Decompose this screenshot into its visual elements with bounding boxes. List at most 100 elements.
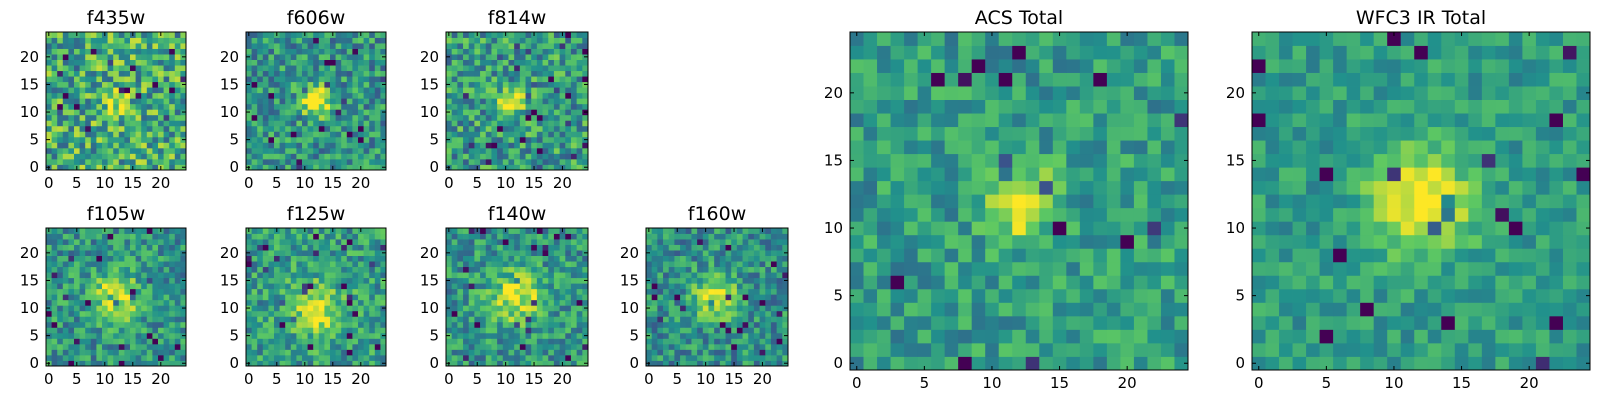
heatmap-cell	[318, 158, 325, 165]
heatmap-cell	[485, 310, 492, 317]
heatmap-cell	[719, 360, 726, 367]
heatmap-cell	[251, 120, 258, 127]
heatmap-cell	[130, 114, 136, 121]
heatmap-cell	[279, 250, 286, 256]
heatmap-cell	[525, 164, 532, 171]
heatmap-cell	[369, 327, 376, 334]
heatmap-cell	[519, 158, 526, 165]
heatmap-cell	[124, 294, 131, 301]
heatmap-cell	[576, 131, 583, 138]
heatmap-cell	[163, 153, 170, 160]
heatmap-cell	[330, 354, 336, 361]
heatmap-cell	[290, 103, 297, 110]
heatmap-cell	[748, 321, 755, 328]
heatmap-cell	[135, 114, 142, 121]
heatmap-cell	[130, 354, 136, 361]
heatmap-cell	[480, 349, 487, 356]
heatmap-cell	[169, 283, 176, 290]
heatmap-cell	[118, 164, 125, 171]
heatmap-cell	[90, 354, 97, 361]
heatmap-cell	[502, 266, 509, 273]
heatmap-cell	[380, 114, 387, 121]
heatmap-cell	[363, 360, 370, 367]
heatmap-cell	[451, 316, 458, 323]
heatmap-cell	[559, 310, 566, 317]
heatmap-cell	[118, 360, 125, 367]
heatmap-cell	[257, 283, 264, 290]
heatmap-cell	[268, 114, 275, 121]
heatmap-cell	[1066, 180, 1081, 195]
heatmap-cell	[497, 266, 504, 273]
heatmap-cell	[548, 92, 555, 99]
heatmap-cell	[46, 103, 52, 110]
heatmap-cell	[79, 272, 86, 279]
heatmap-cell	[719, 338, 726, 345]
heatmap-cell	[79, 158, 86, 165]
heatmap-cell	[714, 239, 721, 245]
heatmap-cell	[514, 239, 521, 245]
heatmap-cell	[1066, 315, 1081, 330]
heatmap-cell	[1025, 315, 1040, 330]
heatmap-cell	[163, 87, 170, 94]
heatmap-cell	[548, 142, 555, 149]
heatmap-cell	[324, 354, 331, 361]
heatmap-cell	[1012, 221, 1027, 236]
heatmap-cell	[146, 136, 153, 143]
heatmap-cell	[714, 261, 721, 268]
heatmap-cell	[582, 92, 589, 99]
heatmap-cell	[525, 349, 532, 356]
heatmap-cell	[582, 70, 589, 77]
heatmap-cell	[174, 288, 181, 295]
x-tick-label: 20	[351, 370, 370, 388]
heatmap-cell	[559, 103, 566, 110]
heatmap-cell	[646, 354, 653, 361]
heatmap-cell	[290, 98, 297, 105]
heatmap-cell	[548, 244, 555, 251]
heatmap-cell	[731, 233, 738, 240]
heatmap-cell	[1066, 288, 1081, 303]
heatmap-cell	[107, 277, 114, 284]
heatmap-cell	[152, 354, 159, 361]
heatmap-cell	[1079, 261, 1094, 276]
heatmap-cell	[508, 354, 515, 361]
heatmap-cell	[548, 109, 555, 116]
heatmap-cell	[457, 125, 464, 132]
heatmap-cell	[341, 228, 348, 234]
heatmap-cell	[90, 277, 97, 284]
heatmap-cell	[457, 277, 464, 284]
heatmap-cell	[352, 299, 359, 306]
heatmap-cell	[742, 294, 749, 301]
heatmap-cell	[759, 321, 766, 328]
heatmap-cell	[731, 272, 738, 279]
heatmap-cell	[158, 92, 164, 99]
heatmap-cell	[57, 283, 64, 290]
heatmap-cell	[358, 109, 364, 116]
heatmap-cell	[985, 261, 1000, 276]
heatmap-cell	[697, 239, 704, 245]
heatmap-cell	[152, 109, 159, 116]
y-tick-label: 10	[220, 103, 239, 121]
heatmap-cell	[553, 120, 560, 127]
heatmap-cell	[324, 343, 331, 350]
heatmap-cell	[508, 153, 515, 160]
heatmap-cell	[668, 343, 675, 350]
heatmap-cells	[246, 228, 387, 367]
heatmap-cell	[708, 283, 715, 290]
heatmap-cell	[685, 272, 692, 279]
heatmap-cell	[324, 125, 331, 132]
heatmap-cell	[57, 338, 64, 345]
heatmap-cell	[1012, 180, 1027, 195]
heatmap-cell	[714, 283, 721, 290]
heatmap-cell	[113, 125, 120, 132]
heatmap-cell	[485, 48, 492, 55]
heatmap-cell	[1120, 261, 1135, 276]
heatmap-cell	[742, 283, 749, 290]
heatmap-cell	[457, 288, 464, 295]
heatmap-cell	[358, 142, 364, 149]
heatmap-cell	[313, 70, 320, 77]
heatmap-cell	[169, 310, 176, 317]
heatmap-cell	[457, 114, 464, 121]
heatmap-cell	[324, 316, 331, 323]
heatmap-cell	[307, 332, 314, 339]
heatmap-cell	[90, 81, 97, 88]
